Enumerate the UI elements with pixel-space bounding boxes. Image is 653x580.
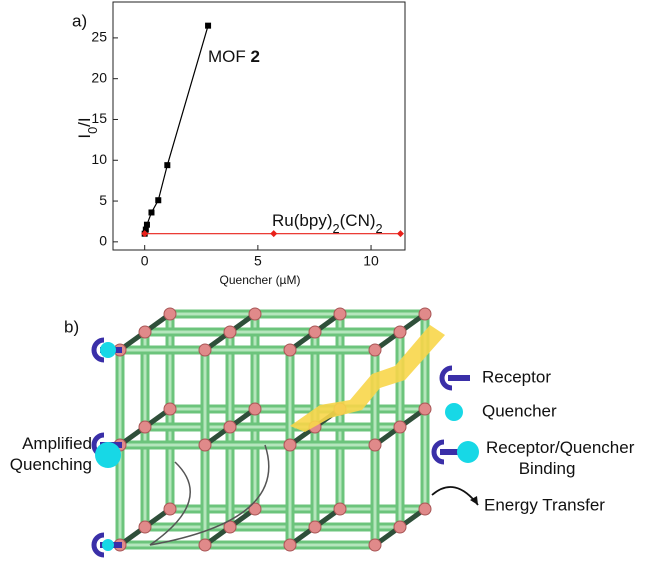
node xyxy=(369,539,381,551)
node xyxy=(139,421,151,433)
node xyxy=(419,403,431,415)
marker xyxy=(164,162,170,168)
node xyxy=(224,326,236,338)
node xyxy=(334,503,346,515)
x-tick-label: 0 xyxy=(141,253,149,269)
x-tick-label: 10 xyxy=(363,253,379,269)
legend-arrow xyxy=(432,487,478,505)
node xyxy=(419,308,431,320)
node xyxy=(199,344,211,356)
node xyxy=(284,344,296,356)
y-tick-label: 0 xyxy=(99,233,107,249)
panel-label: b) xyxy=(64,317,79,336)
node xyxy=(224,421,236,433)
node xyxy=(369,344,381,356)
figure: a) Quencher (µM) I0/I b) 05101520250510M… xyxy=(0,0,653,580)
page: {"chart_data": {"type": "line", "panel_l… xyxy=(0,0,653,580)
node xyxy=(394,521,406,533)
node xyxy=(199,439,211,451)
legend-quencher xyxy=(457,441,479,463)
node xyxy=(164,403,176,415)
legend-label: Receptor/Quencher Binding xyxy=(486,438,635,478)
series-label: MOF 2 xyxy=(208,47,260,66)
node xyxy=(249,308,261,320)
x-axis-title: Quencher (µM) xyxy=(220,273,301,287)
node xyxy=(199,539,211,551)
node xyxy=(309,326,321,338)
lattice xyxy=(114,308,431,551)
legend-label: Energy Transfer xyxy=(484,495,605,514)
node xyxy=(419,503,431,515)
node xyxy=(164,308,176,320)
quencher xyxy=(102,539,114,551)
node xyxy=(334,308,346,320)
quencher xyxy=(100,342,116,358)
marker xyxy=(397,230,404,237)
annotation: Amplified Quenching xyxy=(5,434,92,474)
y-tick-label: 15 xyxy=(91,110,107,126)
node xyxy=(284,539,296,551)
marker xyxy=(155,197,161,203)
marker xyxy=(270,230,277,237)
series-line xyxy=(145,26,208,234)
legend-label: Quencher xyxy=(482,401,557,420)
node xyxy=(139,326,151,338)
series-label: Ru(bpy)2(CN)2 xyxy=(272,211,383,235)
legend-label: Receptor xyxy=(482,367,551,386)
marker xyxy=(144,222,150,228)
node xyxy=(284,439,296,451)
legend-quencher xyxy=(445,403,463,421)
y-tick-label: 20 xyxy=(91,69,107,85)
panel-label: a) xyxy=(72,11,87,30)
node xyxy=(249,403,261,415)
node xyxy=(394,326,406,338)
quencher xyxy=(95,442,121,468)
node xyxy=(309,521,321,533)
node xyxy=(164,503,176,515)
node xyxy=(139,521,151,533)
y-tick-label: 5 xyxy=(99,192,107,208)
marker xyxy=(205,23,211,29)
node xyxy=(369,439,381,451)
x-tick-label: 5 xyxy=(254,253,262,269)
node xyxy=(394,421,406,433)
y-tick-label: 10 xyxy=(91,151,107,167)
y-tick-label: 25 xyxy=(91,29,107,45)
marker xyxy=(148,209,154,215)
